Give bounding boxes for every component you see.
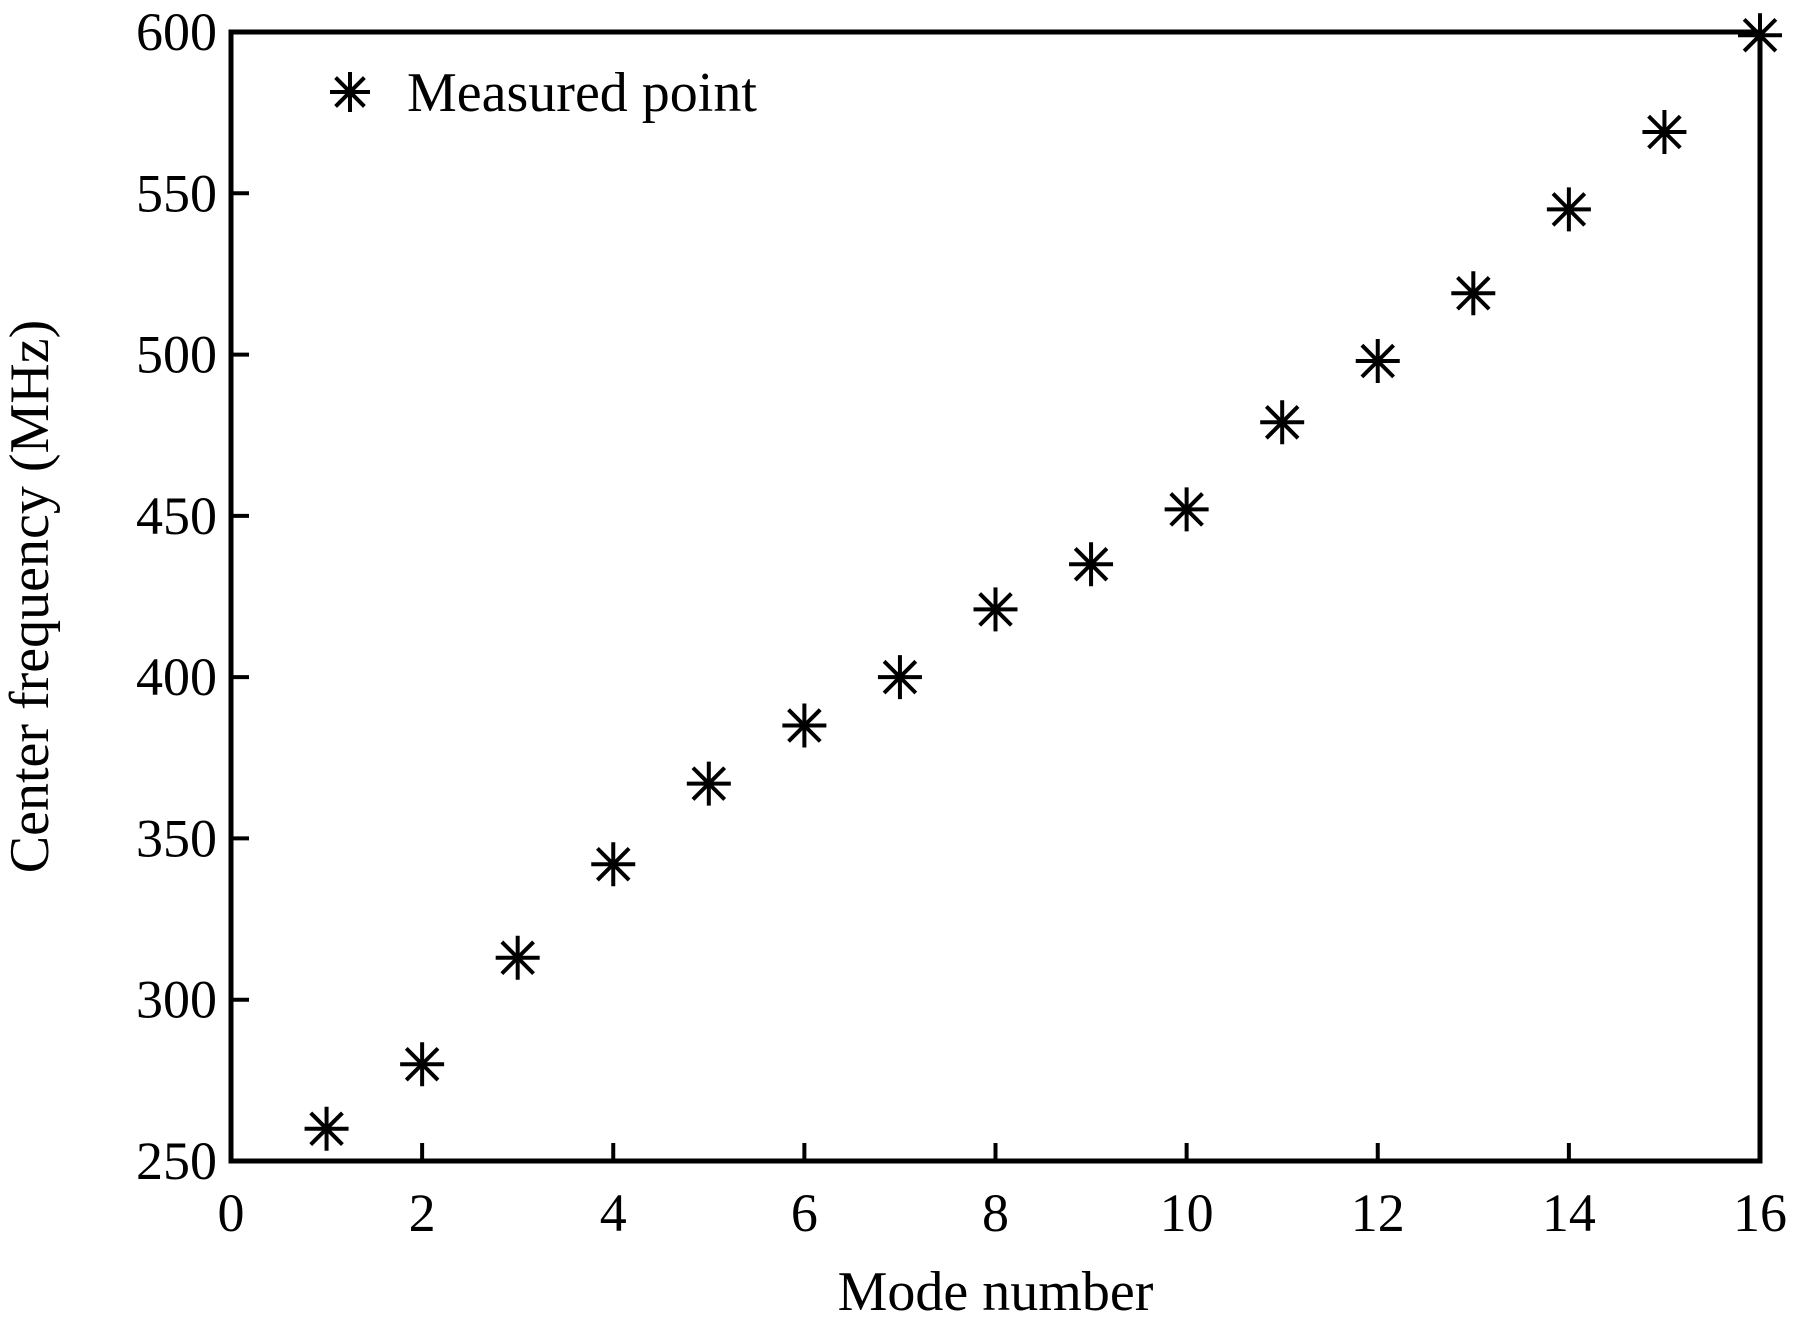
data-point (1642, 109, 1687, 154)
x-tick-label: 16 (1733, 1183, 1787, 1243)
x-tick-label: 8 (982, 1183, 1009, 1243)
legend-marker-symbol (330, 72, 370, 112)
y-tick-label: 400 (136, 647, 217, 707)
data-point (686, 761, 731, 806)
x-tick-label: 4 (600, 1183, 627, 1243)
y-tick-label: 450 (136, 486, 217, 546)
legend-label: Measured point (407, 62, 757, 124)
data-point (877, 655, 922, 700)
y-tick-label: 300 (136, 970, 217, 1030)
data-points (304, 13, 1782, 1151)
y-tick-label: 250 (136, 1131, 217, 1191)
data-point (1546, 187, 1591, 232)
x-tick-label: 10 (1160, 1183, 1214, 1243)
x-axis-ticks: 0 2 4 6 8 10 12 14 16 (218, 1143, 1787, 1243)
data-point (1738, 13, 1782, 58)
data-point (591, 842, 636, 887)
data-point (782, 703, 827, 748)
data-point (1260, 400, 1305, 445)
x-tick-label: 2 (409, 1183, 436, 1243)
legend: Measured point (330, 62, 757, 124)
data-point (1451, 271, 1496, 316)
x-tick-label: 14 (1542, 1183, 1596, 1243)
data-point (1355, 339, 1400, 384)
data-point (1069, 542, 1114, 587)
legend-marker (330, 72, 370, 112)
y-axis-ticks: 250 300 350 400 450 500 550 600 (136, 2, 249, 1191)
y-tick-label: 350 (136, 808, 217, 868)
data-point (1164, 487, 1209, 532)
data-point (495, 935, 540, 980)
data-point (400, 1042, 445, 1087)
x-tick-label: 0 (218, 1183, 245, 1243)
x-tick-label: 6 (791, 1183, 818, 1243)
y-tick-label: 500 (136, 325, 217, 385)
y-tick-label: 600 (136, 2, 217, 62)
x-tick-label: 12 (1351, 1183, 1405, 1243)
y-axis-title: Center frequency (MHz) (0, 320, 61, 874)
data-point (304, 1106, 349, 1151)
y-tick-label: 550 (136, 163, 217, 223)
x-axis-title: Mode number (838, 1261, 1154, 1323)
data-point (973, 587, 1018, 632)
